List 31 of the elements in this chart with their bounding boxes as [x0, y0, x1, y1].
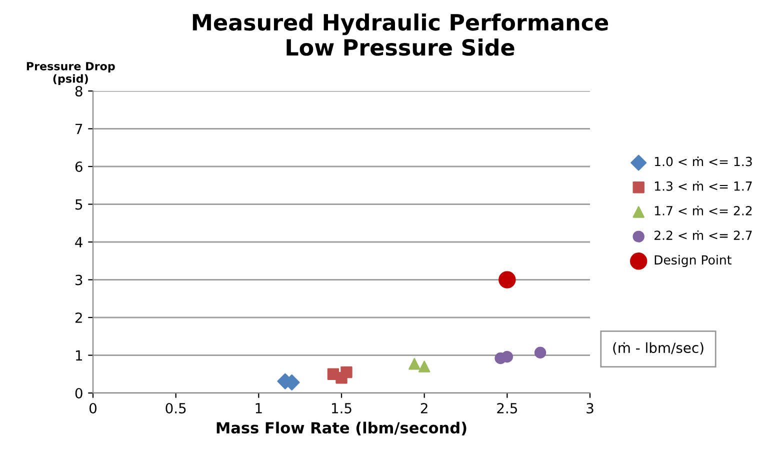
legend-label: 1.0 < ṁ <= 1.3 [654, 156, 752, 166]
x-tick-label: 3 [586, 402, 594, 414]
legend-label: 1.3 < ṁ <= 1.7 [654, 181, 752, 191]
point [408, 358, 420, 370]
chart-title: Measured Hydraulic Performance Low Pressure Side [192, 14, 608, 56]
point [534, 346, 546, 358]
y-tick-label: 7 [76, 124, 82, 134]
x-tick-label: 1.5 [332, 403, 352, 414]
y-tick-label: 6 [75, 161, 82, 172]
point [498, 271, 516, 288]
point [418, 360, 430, 372]
point [340, 366, 352, 378]
text: (ṁ - lbm/sec) [613, 342, 704, 355]
y-tick-label: 0 [75, 388, 82, 398]
point [501, 350, 514, 363]
x-tick-label: 2 [420, 402, 428, 414]
x-tick-label: 0.5 [166, 402, 186, 414]
y-tick-label: 2 [75, 312, 82, 323]
y-tick-label: 4 [75, 237, 82, 248]
y-tick-label: 1 [76, 350, 82, 361]
y-axis-title: Pressure Drop (psid) [26, 62, 115, 85]
x-axis-title: Mass Flow Rate (lbm/second) [216, 422, 466, 436]
y-tick-label: 5 [76, 199, 82, 210]
x-tick-label: 2.5 [497, 402, 517, 414]
legend-label: 1.7 < ṁ <= 2.2 [654, 206, 752, 216]
x-tick-label: 0 [89, 402, 96, 414]
y-tick-label: 3 [76, 274, 82, 286]
legend-label: Design Point [654, 254, 732, 268]
y-tick-label: 8 [75, 86, 82, 96]
x-tick-label: 1 [256, 403, 262, 414]
legend-label: 2.2 < ṁ <= 2.7 [654, 230, 752, 240]
